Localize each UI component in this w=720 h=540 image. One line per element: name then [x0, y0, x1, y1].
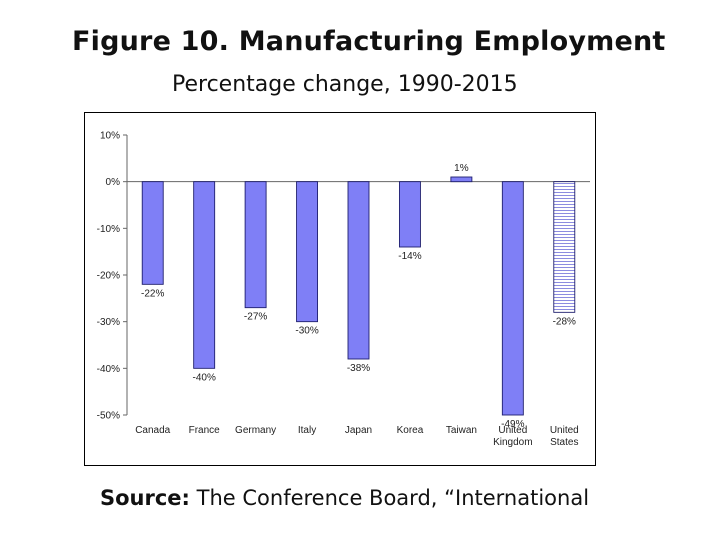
- category-label: Korea: [397, 425, 424, 436]
- y-tick-label: -20%: [97, 271, 120, 282]
- source-label: Source:: [100, 486, 190, 510]
- category-label: France: [189, 425, 221, 436]
- category-label: Canada: [135, 425, 170, 436]
- bar-united-states: [553, 181, 576, 313]
- bar-japan: [347, 181, 370, 360]
- data-label: -22%: [141, 288, 164, 299]
- data-label: -40%: [192, 372, 215, 383]
- chart-frame: 10% 0% -10% -20% -30% -40% -50% -22% Canada -40% F…: [84, 112, 596, 466]
- data-label: -27%: [244, 312, 267, 323]
- bar-taiwan: [450, 176, 473, 183]
- data-label: -30%: [295, 326, 318, 337]
- data-label: -38%: [347, 363, 370, 374]
- data-label: -49%: [501, 419, 524, 430]
- data-label: -28%: [553, 316, 576, 327]
- category-label: Germany: [235, 425, 276, 436]
- y-tick-label: 10%: [100, 131, 120, 142]
- source-text: The Conference Board, “International: [196, 486, 590, 510]
- bar-germany: [244, 181, 267, 309]
- figure-subtitle: Percentage change, 1990-2015: [172, 72, 518, 97]
- bar-korea: [398, 181, 421, 248]
- bar-chart: 10% 0% -10% -20% -30% -40% -50% -22% Canada -40% F…: [97, 131, 590, 448]
- category-label: United Kingdom: [493, 425, 532, 448]
- y-tick-label: -40%: [97, 364, 120, 375]
- y-tick-label: -50%: [97, 411, 120, 422]
- source-note: Source: The Conference Board, “Internati…: [100, 486, 589, 510]
- bar-france: [193, 181, 216, 369]
- y-tick-label: 0%: [106, 177, 121, 188]
- bar-italy: [296, 181, 319, 323]
- data-label: 1%: [454, 163, 469, 174]
- bar-canada: [141, 181, 164, 285]
- figure-title: Figure 10. Manufacturing Employment: [72, 26, 666, 57]
- category-label: Japan: [345, 425, 372, 436]
- bar-united-kingdom: [501, 181, 524, 416]
- data-label: -14%: [398, 251, 421, 262]
- y-tick-label: -10%: [97, 224, 120, 235]
- y-tick-label: -30%: [97, 317, 120, 328]
- category-label: United States: [550, 425, 579, 448]
- category-label: Italy: [298, 425, 316, 436]
- category-label: Taiwan: [446, 425, 477, 436]
